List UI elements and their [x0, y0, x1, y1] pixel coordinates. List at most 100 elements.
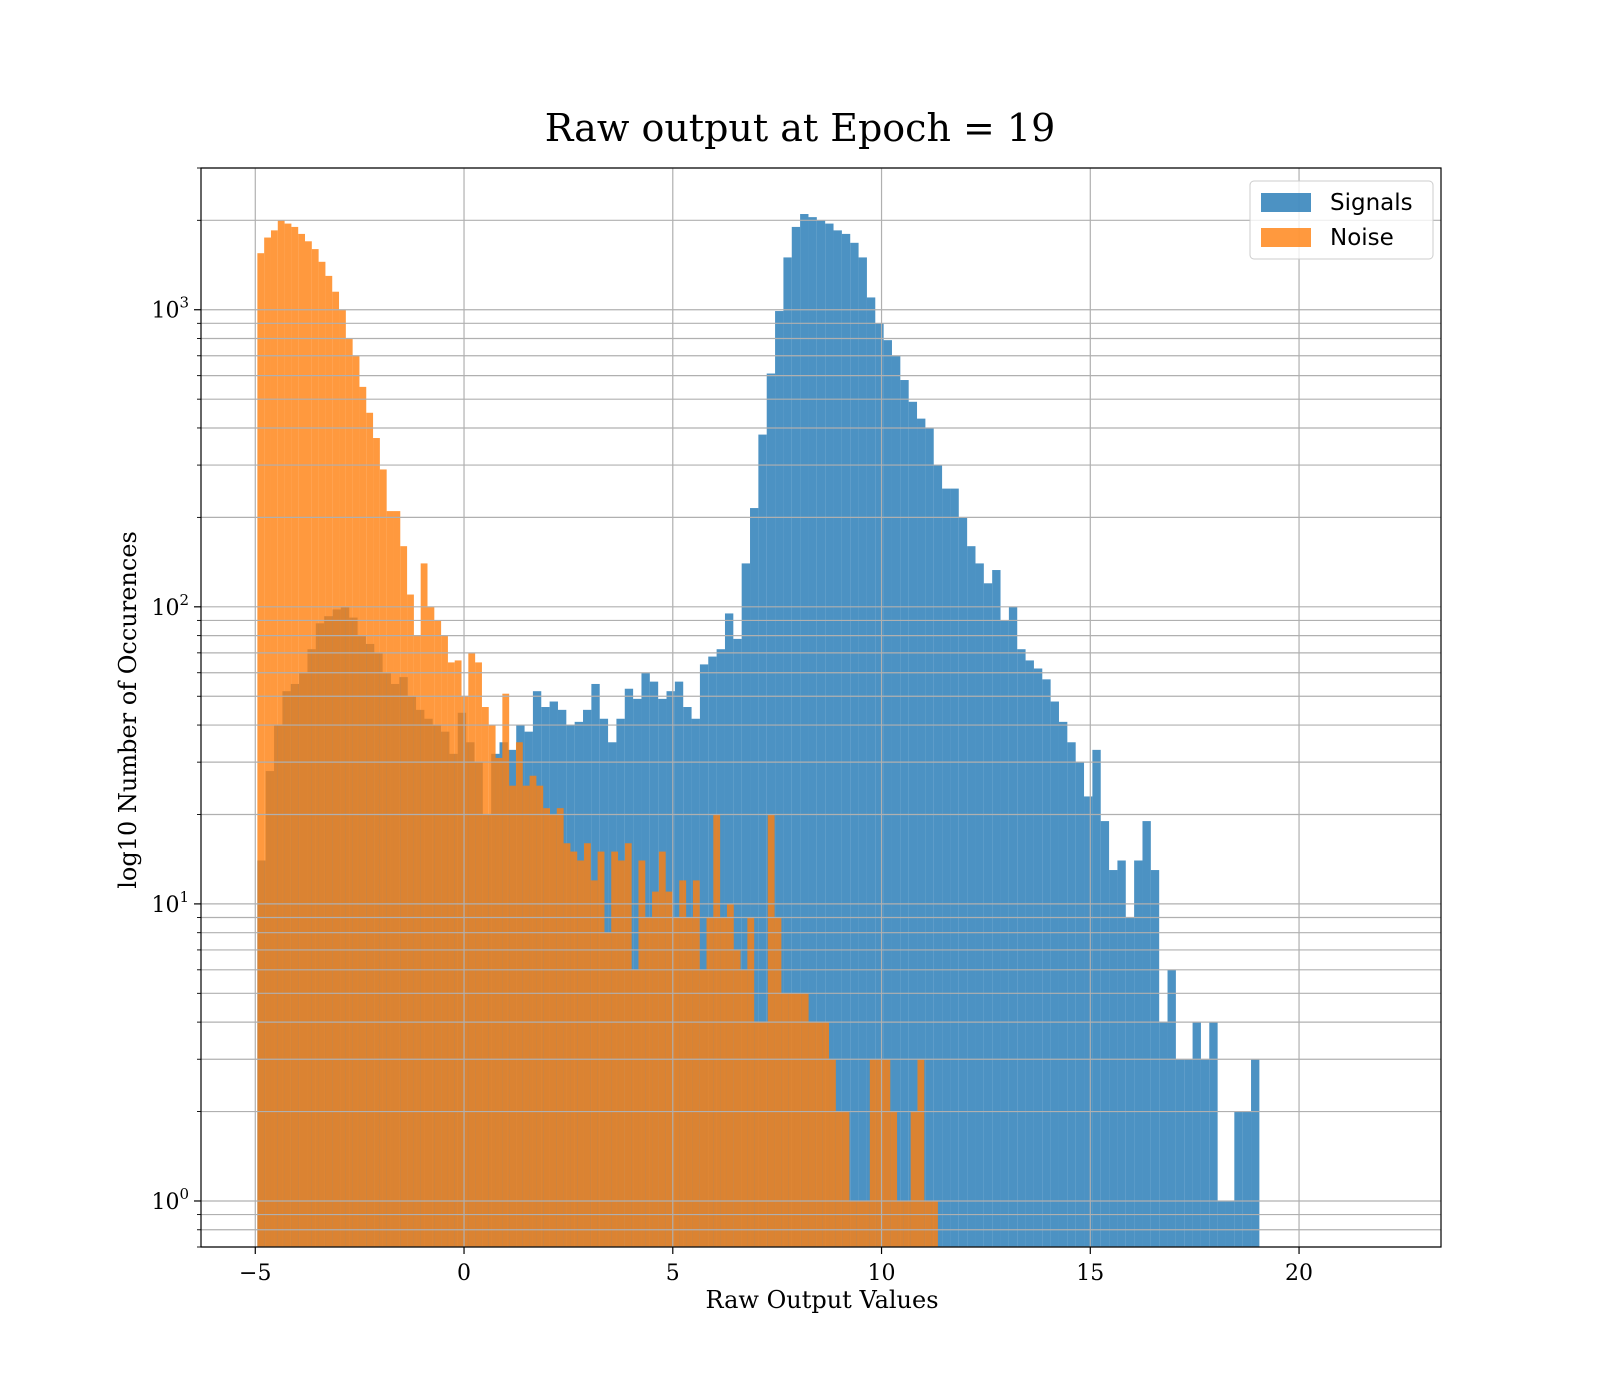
- bar-signals: [791, 226, 801, 1247]
- bar-noise: [638, 860, 646, 1247]
- bar-noise: [284, 223, 292, 1247]
- bar-noise: [754, 1022, 761, 1247]
- bar-noise: [352, 355, 360, 1247]
- bar-noise: [400, 546, 408, 1247]
- bar-noise: [774, 917, 782, 1247]
- bar-signals: [1184, 1059, 1193, 1247]
- bar-noise: [863, 1200, 870, 1247]
- bar-signals: [967, 546, 976, 1247]
- x-tick-label: 5: [666, 1261, 680, 1286]
- bar-noise: [883, 1059, 891, 1247]
- bar-noise: [897, 1200, 904, 1247]
- bar-signals: [958, 517, 968, 1247]
- bar-noise: [876, 1059, 884, 1247]
- grid-layer: [201, 167, 1441, 1248]
- bar-noise: [624, 843, 632, 1247]
- bar-noise: [393, 511, 401, 1248]
- bar-signals: [1000, 620, 1009, 1247]
- bar-noise: [584, 843, 591, 1247]
- bar-noise: [590, 880, 598, 1247]
- bar-signals: [1100, 821, 1110, 1247]
- bar-noise: [794, 993, 802, 1247]
- bar-noise: [665, 891, 673, 1247]
- bar-noise: [740, 969, 748, 1247]
- bar-signals: [1092, 749, 1101, 1247]
- bar-signals: [866, 297, 876, 1247]
- bar-noise: [631, 969, 639, 1247]
- bar-signals: [858, 257, 867, 1247]
- bar-noise: [679, 880, 687, 1247]
- bar-signals: [783, 257, 792, 1247]
- bar-signals: [816, 220, 826, 1247]
- bar-signals: [1050, 701, 1059, 1247]
- bar-signals: [1209, 1022, 1218, 1247]
- bar-signals: [1225, 1200, 1235, 1247]
- bar-signals: [1134, 860, 1143, 1247]
- bar-signals: [1125, 917, 1135, 1247]
- bar-signals: [775, 311, 784, 1247]
- bar-noise: [305, 241, 312, 1247]
- bar-noise: [726, 903, 734, 1247]
- bar-noise: [495, 757, 503, 1247]
- bar-noise: [924, 1200, 932, 1247]
- bar-noise: [509, 785, 516, 1247]
- y-tick-label: 101: [151, 888, 189, 918]
- bar-noise: [781, 993, 789, 1247]
- bar-signals: [942, 488, 951, 1248]
- bar-noise: [658, 851, 666, 1247]
- bar-noise: [856, 1200, 864, 1247]
- bar-signals: [875, 323, 884, 1248]
- bar-signals: [908, 401, 918, 1247]
- bar-signals: [1234, 1111, 1243, 1247]
- bar-noise: [298, 233, 306, 1247]
- bar-signals: [741, 563, 751, 1247]
- bar-noise: [815, 1022, 823, 1247]
- bar-noise: [420, 563, 428, 1247]
- bar-noise: [706, 917, 714, 1247]
- bar-signals: [750, 508, 759, 1247]
- bar-signals: [883, 340, 892, 1247]
- bar-noise: [379, 469, 387, 1247]
- legend-swatch-noise: [1261, 228, 1311, 247]
- bar-noise: [699, 969, 707, 1247]
- bar-signals: [891, 355, 901, 1247]
- bar-signals: [841, 233, 851, 1247]
- x-tick-label: 15: [1076, 1261, 1104, 1286]
- bar-signals: [1167, 969, 1176, 1247]
- y-tick-label: 103: [151, 294, 189, 324]
- bar-signals: [1242, 1111, 1252, 1247]
- y-tick-label: 102: [151, 591, 189, 621]
- bar-signals: [699, 664, 709, 1247]
- bar-noise: [339, 309, 346, 1247]
- bar-noise: [577, 860, 585, 1247]
- y-axis-label: log10 Number of Occurences: [114, 531, 142, 889]
- bar-signals: [808, 217, 817, 1247]
- bar-signals: [900, 380, 909, 1247]
- plot-frame: [200, 167, 1442, 1248]
- bar-signals: [825, 223, 834, 1247]
- legend-label-signals: Signals: [1330, 190, 1413, 216]
- bar-noise: [835, 1111, 843, 1247]
- bar-noise: [604, 932, 612, 1247]
- bar-signals: [1142, 821, 1151, 1247]
- bar-signals: [933, 465, 943, 1248]
- bar-noise: [543, 808, 550, 1247]
- bar-noise: [434, 620, 442, 1247]
- bar-noise: [550, 814, 557, 1247]
- bar-signals: [1075, 762, 1085, 1247]
- bar-signals: [1017, 649, 1026, 1247]
- bar-noise: [747, 917, 755, 1247]
- bar-noise: [270, 230, 278, 1247]
- bar-signals: [1058, 721, 1068, 1247]
- bar-noise: [488, 725, 496, 1247]
- bar-noise: [277, 220, 285, 1247]
- bar-noise: [366, 412, 374, 1247]
- bar-signals: [800, 214, 809, 1247]
- bars-layer: [257, 214, 1260, 1248]
- bar-noise: [910, 1111, 918, 1247]
- bar-signals: [1033, 668, 1043, 1247]
- bar-noise: [611, 851, 619, 1247]
- bar-noise: [515, 742, 523, 1247]
- bar-noise: [413, 635, 421, 1247]
